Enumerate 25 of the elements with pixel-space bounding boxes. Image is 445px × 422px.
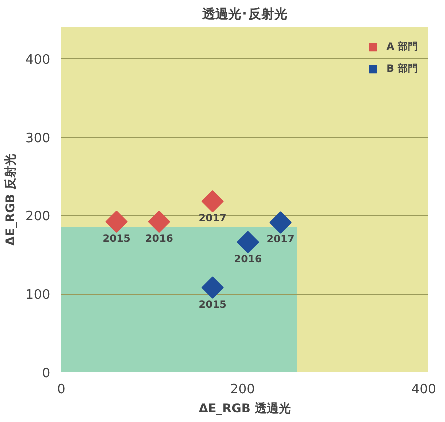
- y-tick-label: 0: [42, 366, 51, 382]
- point: [270, 212, 292, 234]
- annotation: 2015: [198, 300, 227, 311]
- x-tick-label: 0: [57, 382, 66, 398]
- annotation: 2017: [198, 214, 227, 225]
- legend-label: A 部門: [386, 40, 418, 54]
- y-tick-label: 200: [26, 210, 51, 225]
- annotation: 2015: [102, 234, 131, 245]
- y-tick-label: 300: [26, 131, 51, 146]
- annotation: 2017: [266, 234, 295, 246]
- point: [106, 210, 128, 234]
- point: [202, 190, 224, 213]
- x-tick-label: 200: [230, 382, 256, 398]
- y-tick-label: 400: [26, 52, 51, 68]
- annotation: 2016: [234, 254, 262, 266]
- annotation: 2016: [145, 234, 174, 245]
- legend-label: B 部門: [386, 62, 418, 76]
- y-axis-title: ΔE_RGB 反射光: [4, 154, 18, 246]
- x-axis-title: ΔE_RGB 透過光: [199, 402, 291, 416]
- point: [148, 210, 170, 234]
- y-tick-label: 100: [26, 288, 51, 304]
- point: [202, 276, 224, 299]
- chart-title: 透過光･反射光: [202, 6, 288, 22]
- x-tick-label: 400: [412, 382, 436, 398]
- point: [237, 231, 260, 254]
